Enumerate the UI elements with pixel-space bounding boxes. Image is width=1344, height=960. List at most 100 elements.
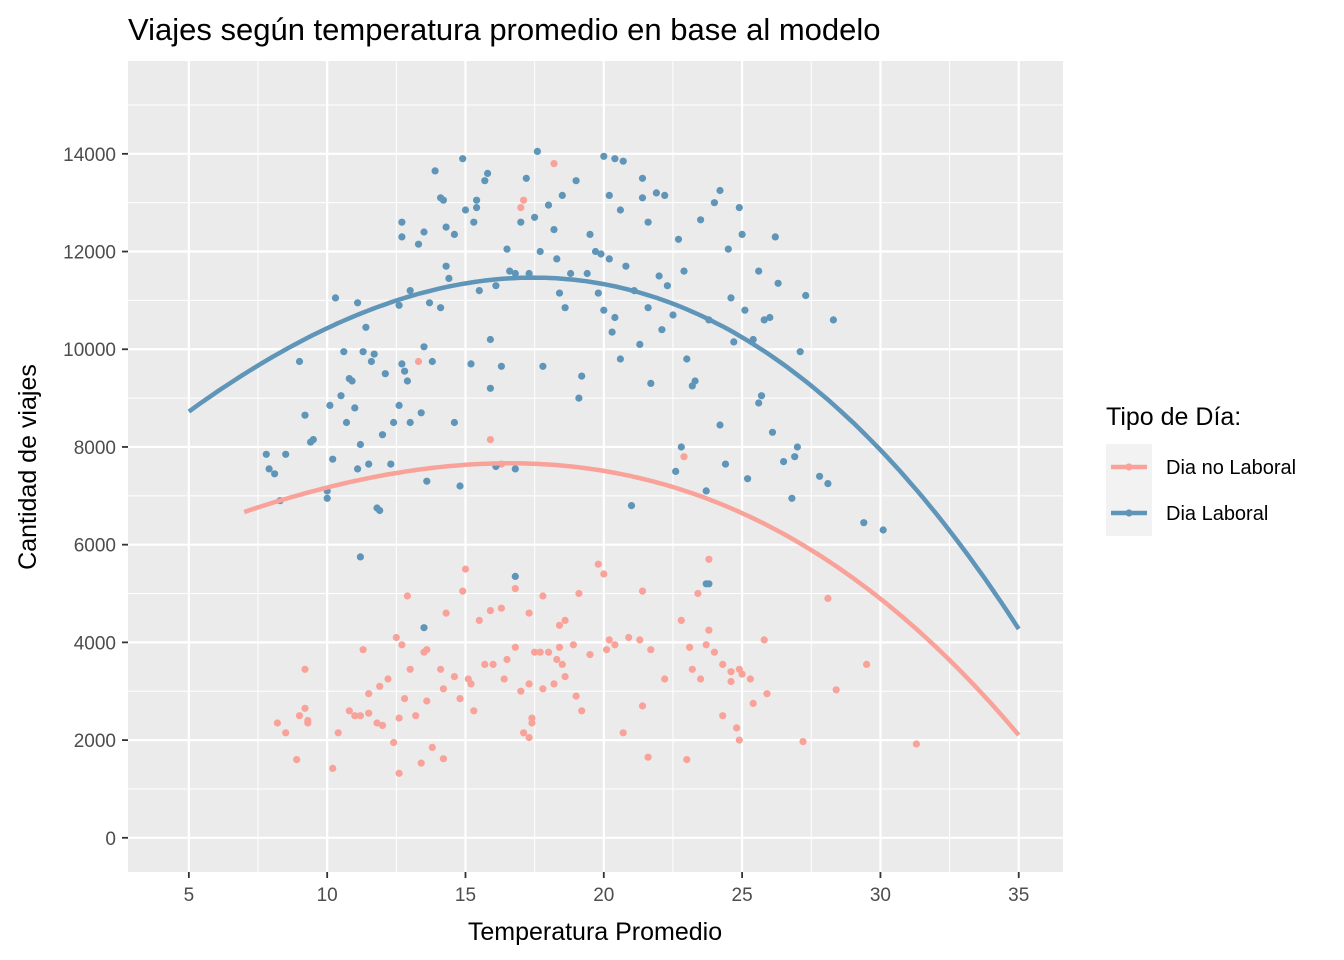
data-point (420, 624, 428, 632)
data-point (401, 695, 409, 703)
data-point (727, 668, 735, 676)
data-point (832, 686, 840, 694)
data-point (536, 247, 544, 256)
data-point (760, 316, 768, 324)
data-point (638, 194, 647, 202)
data-point (716, 421, 724, 429)
data-point (414, 240, 423, 248)
data-point (392, 633, 400, 642)
data-point (340, 348, 348, 356)
data-point (583, 269, 591, 278)
axes: 5 10 15 20 25 30 35 0 2000 4000 6000 8000 10000 12000… (63, 145, 1029, 906)
data-point (329, 455, 337, 463)
data-point (486, 384, 494, 392)
data-point (644, 753, 652, 761)
data-point (442, 262, 450, 270)
x-tick-label: 20 (593, 885, 614, 906)
data-point (600, 152, 608, 160)
data-point (481, 660, 489, 669)
data-point (367, 357, 375, 366)
data-point (456, 482, 464, 490)
data-point (705, 555, 713, 563)
data-point (724, 245, 732, 253)
data-point (520, 729, 528, 737)
data-point (768, 428, 777, 436)
data-point (575, 394, 583, 402)
data-point (627, 502, 636, 510)
data-point (644, 218, 652, 226)
data-point (301, 665, 309, 673)
y-axis-title: Cantidad de viajes (14, 364, 42, 570)
data-point (677, 443, 685, 451)
data-point (616, 355, 625, 363)
y-tick-label: 2000 (74, 731, 116, 752)
y-tick-label: 8000 (74, 438, 116, 459)
data-point (572, 177, 580, 185)
chart-title: Viajes según temperatura promedio en bas… (128, 12, 881, 47)
data-point (647, 379, 655, 387)
data-point (558, 660, 566, 669)
data-point (710, 648, 719, 656)
data-point (334, 729, 342, 737)
data-point (329, 764, 337, 773)
data-point (431, 167, 439, 175)
data-point (423, 477, 431, 485)
data-point (539, 362, 547, 370)
data-point (271, 470, 279, 478)
data-point (437, 665, 445, 673)
data-point (683, 355, 691, 363)
data-point (569, 641, 578, 649)
data-point (412, 712, 420, 720)
data-point (262, 450, 270, 458)
data-point (680, 267, 688, 275)
data-point (356, 712, 364, 720)
fit-curve (187, 275, 1021, 631)
data-point (423, 646, 431, 654)
data-point (663, 282, 672, 290)
data-point (517, 218, 525, 226)
data-point (417, 759, 425, 767)
data-point (605, 636, 613, 644)
data-point (525, 269, 533, 278)
data-point (398, 360, 406, 368)
data-point (575, 589, 583, 598)
data-point (572, 692, 580, 700)
data-point (533, 147, 542, 155)
data-point (365, 690, 373, 698)
data-point (356, 440, 364, 449)
data-point (619, 729, 627, 737)
data-point (816, 472, 824, 480)
data-point (755, 267, 763, 275)
data-point (531, 213, 539, 221)
data-point (586, 651, 594, 659)
data-point (295, 357, 304, 366)
data-point (688, 665, 696, 673)
data-point (735, 736, 743, 744)
data-point (301, 411, 309, 419)
data-point (492, 282, 500, 290)
data-point (522, 174, 530, 182)
data-point (406, 287, 414, 295)
data-point (638, 587, 647, 595)
data-point (486, 436, 494, 444)
data-point (486, 607, 494, 615)
data-point (796, 348, 804, 356)
data-point (359, 646, 367, 654)
data-point (727, 294, 735, 302)
y-tick-label: 0 (105, 829, 116, 850)
data-point (384, 675, 392, 683)
data-point (503, 245, 511, 253)
data-point (677, 616, 685, 625)
data-point (420, 343, 428, 351)
data-point (390, 418, 398, 427)
data-point (586, 230, 594, 238)
data-point (611, 155, 619, 163)
data-point (420, 228, 428, 236)
data-point (395, 401, 403, 409)
data-point (578, 372, 586, 380)
data-point (520, 196, 528, 204)
data-point (461, 206, 470, 214)
data-point (721, 460, 730, 468)
data-point (550, 160, 558, 168)
data-point (625, 633, 633, 642)
